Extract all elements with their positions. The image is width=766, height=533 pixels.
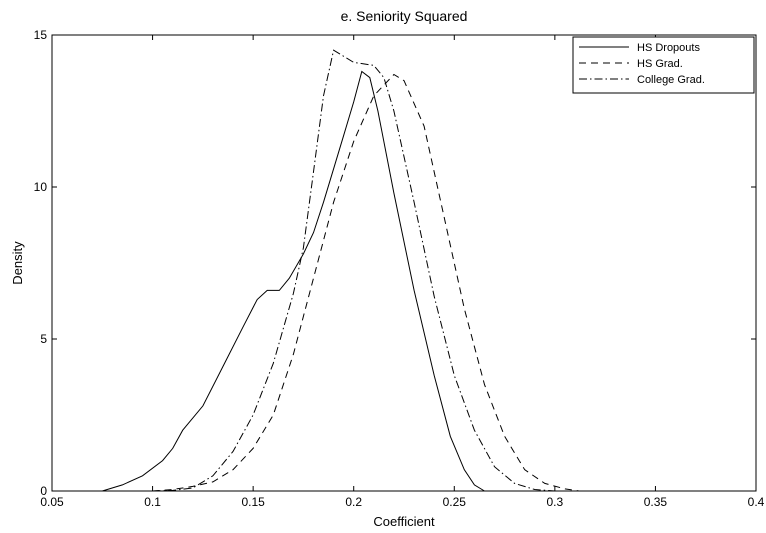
y-tick-label: 0 bbox=[40, 484, 47, 498]
axis-ticks: 0.05 0.1 0.15 0.2 0.25 0.3 0.35 0.4 0 5 10 15 bbox=[34, 28, 765, 509]
x-tick-label: 0.35 bbox=[644, 495, 668, 509]
legend-label: HS Grad. bbox=[637, 58, 683, 70]
chart-title: e. Seniority Squared bbox=[341, 8, 468, 24]
y-tick-label: 5 bbox=[40, 332, 47, 346]
x-tick-label: 0.15 bbox=[241, 495, 265, 509]
x-tick-label: 0.2 bbox=[345, 495, 362, 509]
x-tick-label: 0.05 bbox=[40, 495, 64, 509]
legend-label: HS Dropouts bbox=[637, 42, 700, 54]
x-tick-label: 0.1 bbox=[144, 495, 161, 509]
y-tick-label: 15 bbox=[34, 28, 48, 42]
x-tick-label: 0.4 bbox=[748, 495, 765, 509]
legend-box bbox=[572, 36, 755, 94]
legend-label: College Grad. bbox=[637, 74, 705, 86]
plot-frame bbox=[51, 34, 757, 492]
legend: HS Dropouts HS Grad. College Grad. bbox=[572, 36, 755, 94]
series-lines bbox=[102, 49, 580, 492]
y-axis-label: Density bbox=[10, 241, 25, 285]
x-tick-label: 0.25 bbox=[443, 495, 467, 509]
x-axis-label: Coefficient bbox=[373, 514, 435, 529]
series-line bbox=[152, 49, 555, 492]
series-line bbox=[152, 73, 580, 492]
y-tick-label: 10 bbox=[34, 180, 48, 194]
series-line bbox=[102, 70, 485, 492]
x-tick-label: 0.3 bbox=[547, 495, 564, 509]
